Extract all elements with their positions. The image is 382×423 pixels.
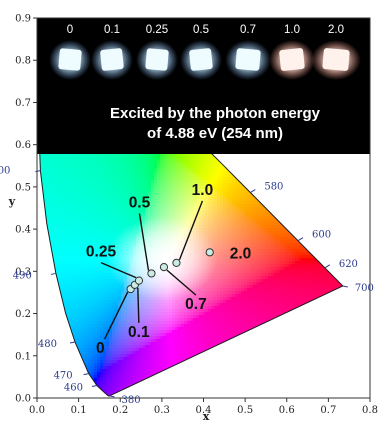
data-point (205, 248, 214, 257)
point-label: 0.5 (129, 194, 151, 211)
wavelength-label: 470 (54, 371, 73, 382)
data-point (159, 263, 169, 272)
point-label: 0.7 (185, 296, 207, 313)
label-arrow (138, 213, 150, 271)
wavelength-tick (324, 264, 331, 269)
y-tick-label: 0.0 (15, 394, 31, 405)
wavelength-label: 480 (38, 339, 57, 350)
y-tick-label: 0.8 (15, 56, 31, 67)
x-tick-label: 0.4 (196, 405, 212, 416)
caption-band (37, 101, 370, 149)
photo-label: 0 (67, 24, 73, 36)
wavelength-tick (250, 189, 256, 193)
sample-block (145, 48, 169, 71)
x-tick-label: 0.7 (320, 405, 336, 416)
label-arrows (100, 200, 204, 340)
wavelength-label: 700 (355, 283, 374, 294)
y-tick-label: 0.6 (15, 140, 31, 151)
sample-block (100, 48, 124, 71)
y-tick-label: 0.1 (15, 351, 31, 362)
point-label: 1.0 (192, 182, 214, 199)
x-tick-label: 0.0 (29, 405, 45, 416)
y-tick-label: 0.2 (15, 309, 31, 320)
point-label: 0 (96, 340, 105, 357)
wavelength-label: 580 (264, 182, 283, 193)
wavelength-tick (91, 384, 98, 387)
wavelength-tick (69, 341, 76, 344)
x-tick-label: 0.2 (112, 405, 128, 416)
sample-block (189, 48, 213, 71)
sample-block (58, 48, 82, 71)
wavelength-label: 620 (339, 259, 358, 270)
photo-label: 0.5 (193, 24, 209, 36)
point-labels: 0 0.1 0.25 0.5 0.7 1.0 2.0 (86, 182, 251, 357)
label-arrow (137, 287, 140, 323)
x-tick-label: 0.1 (71, 405, 87, 416)
sample-photo: 0 0.1 0.25 0.5 0.7 1.0 2.0 Excited by the phot… (37, 18, 370, 154)
wavelength-tick (50, 272, 56, 275)
x-tick-label: 0.6 (279, 405, 295, 416)
photo-label: 2.0 (328, 24, 344, 36)
photo-label: 0.1 (104, 24, 120, 36)
wavelength-tick (83, 373, 89, 376)
y-tick-label: 0.7 (15, 98, 31, 109)
caption-line-1: Excited by the photon energy (110, 105, 321, 122)
wavelength-tick (35, 170, 41, 173)
sample-blocks (37, 40, 370, 149)
label-arrow (166, 269, 197, 296)
y-tick-label: 0.9 (15, 14, 31, 25)
photo-label: 1.0 (284, 24, 300, 36)
sample-block (322, 48, 350, 71)
point-label: 2.0 (230, 245, 252, 262)
data-point (134, 276, 144, 285)
wavelength-tick (109, 395, 115, 398)
y-tick-label: 0.5 (15, 182, 31, 193)
label-arrow (178, 200, 204, 261)
point-label: 0.1 (128, 324, 150, 341)
y-tick-label: 0.4 (15, 225, 31, 236)
photo-label: 0.7 (240, 24, 256, 36)
data-point (147, 269, 156, 278)
sample-block (279, 48, 305, 71)
x-tick-label: 0.8 (362, 405, 378, 416)
photo-label: 0.25 (146, 24, 168, 36)
wavelength-label: 380 (121, 395, 140, 406)
y-tick-label: 0.3 (15, 267, 31, 278)
label-arrow (104, 291, 129, 340)
y-axis-label: y (8, 195, 16, 208)
caption-line-2: of 4.88 eV (254 nm) (147, 125, 283, 142)
label-arrow (100, 261, 137, 279)
wavelength-label: 500 (0, 166, 10, 177)
wavelength-tick (297, 237, 304, 242)
x-tick-label: 0.3 (154, 405, 170, 416)
point-label: 0.25 (86, 244, 117, 261)
photo-labels: 0 0.1 0.25 0.5 0.7 1.0 2.0 (67, 24, 344, 36)
x-axis-label: x (203, 410, 210, 423)
wavelength-label: 600 (312, 230, 331, 241)
data-points (126, 248, 214, 294)
wavelength-label: 490 (13, 270, 32, 281)
wavelength-tick (342, 285, 348, 288)
sample-block (235, 48, 261, 71)
x-tick-label: 0.5 (237, 405, 253, 416)
wavelength-label: 460 (64, 382, 83, 393)
axis-ticks: 0.0 0.1 0.2 0.3 0.4 0.5 0.6 0.7 0.8 0.0 0.1 0.2 0.3 0… (15, 14, 378, 417)
data-point (172, 258, 181, 267)
